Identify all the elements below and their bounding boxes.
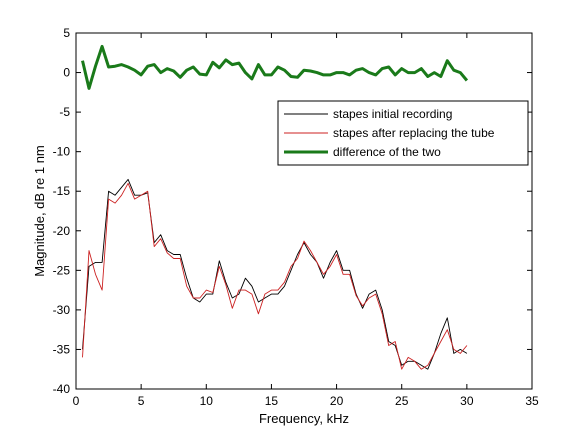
x-tick-label: 25 bbox=[395, 394, 409, 408]
y-tick-label: -5 bbox=[59, 105, 70, 119]
legend-label-3: difference of the two bbox=[333, 145, 441, 159]
x-tick-label: 35 bbox=[525, 394, 539, 408]
x-tick-label: 5 bbox=[138, 394, 145, 408]
y-tick-label: -10 bbox=[53, 145, 71, 159]
x-tick-label: 15 bbox=[265, 394, 279, 408]
y-tick-label: -15 bbox=[53, 184, 71, 198]
y-tick-label: -20 bbox=[53, 224, 71, 238]
y-tick-label: 0 bbox=[63, 66, 70, 80]
y-tick-label: -40 bbox=[53, 382, 71, 396]
x-tick-label: 0 bbox=[73, 394, 80, 408]
y-tick-label: 5 bbox=[63, 26, 70, 40]
legend: stapes initial recording stapes after rep… bbox=[277, 100, 529, 166]
x-axis-ticks: 0 5 10 15 20 25 30 35 bbox=[73, 33, 539, 408]
x-tick-label: 30 bbox=[460, 394, 474, 408]
x-tick-label: 10 bbox=[200, 394, 214, 408]
plot-frame bbox=[75, 32, 533, 390]
x-tick-label: 20 bbox=[330, 394, 344, 408]
series-line-3 bbox=[81, 44, 469, 90]
series-line-1 bbox=[82, 178, 468, 370]
x-axis-label: Frequency, kHz bbox=[259, 411, 349, 426]
y-tick-label: -25 bbox=[53, 263, 71, 277]
plot-lines bbox=[81, 44, 469, 370]
y-tick-label: -35 bbox=[53, 342, 71, 356]
y-axis-label: Magnitude, dB re 1 nm bbox=[32, 145, 47, 277]
y-axis-ticks: 5 0 -5 -10 -15 -20 -25 -30 -35 -40 bbox=[53, 26, 532, 396]
y-tick-label: -30 bbox=[53, 303, 71, 317]
series-line-2 bbox=[82, 182, 468, 370]
legend-label-2: stapes after replacing the tube bbox=[333, 126, 495, 140]
legend-label-1: stapes initial recording bbox=[333, 107, 452, 121]
